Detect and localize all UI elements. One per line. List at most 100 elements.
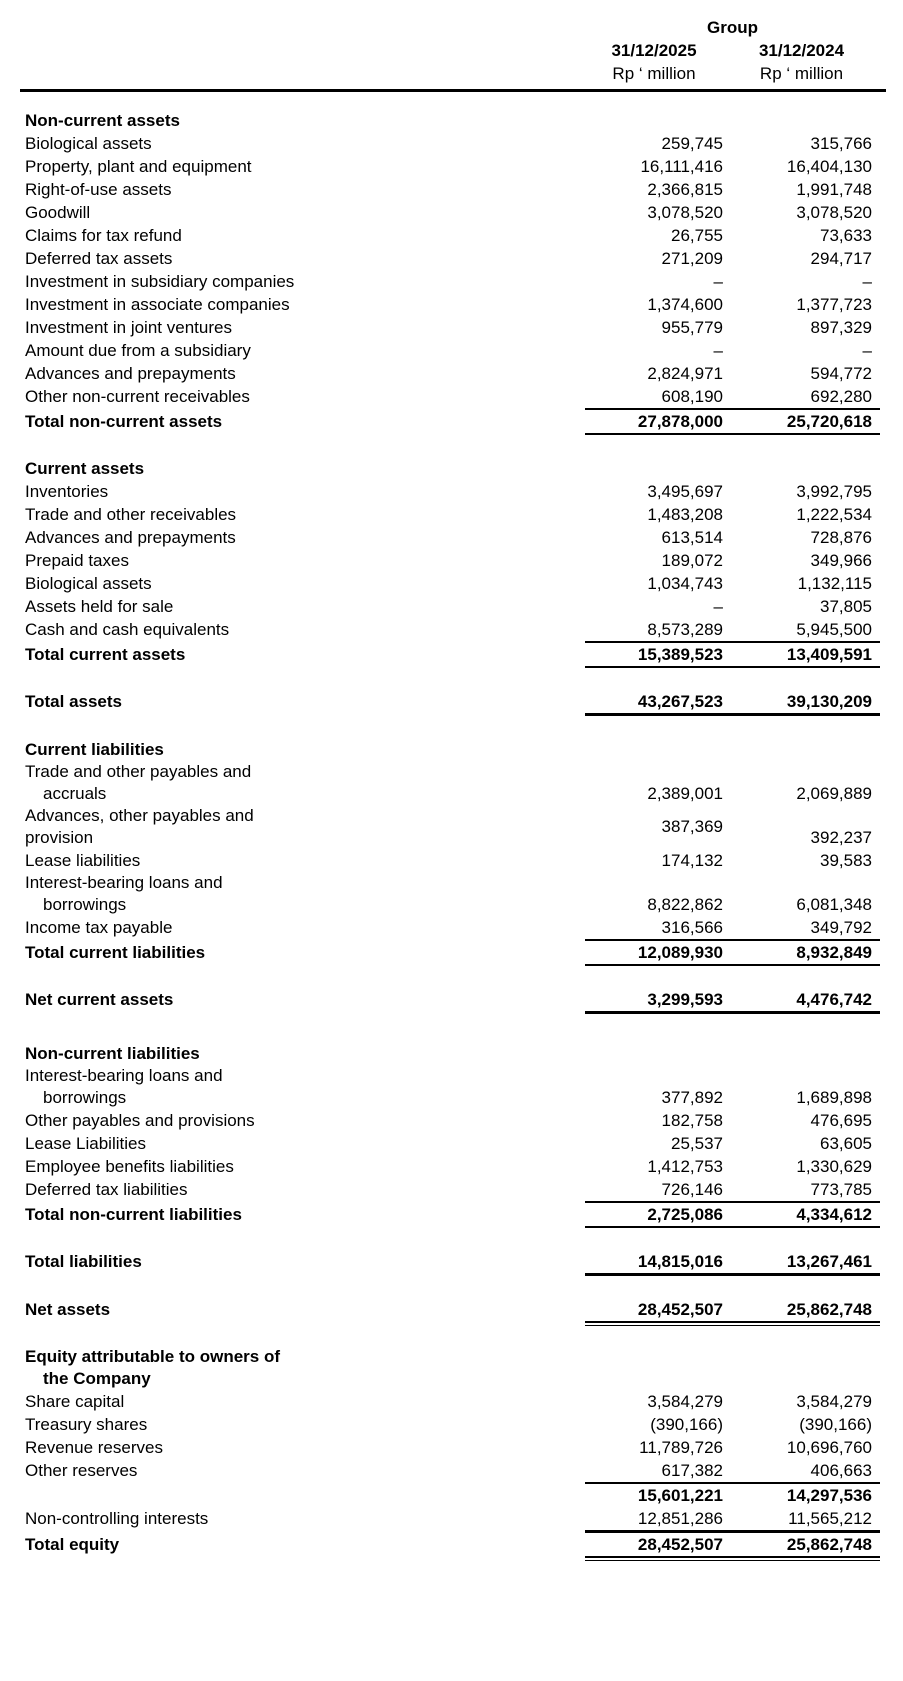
value-2025: 15,389,523 <box>637 645 723 664</box>
total-row: Total equity 28,452,507 25,862,748 <box>25 1535 872 1554</box>
value-2025: 11,789,726 <box>639 1438 723 1457</box>
table-row: Deferred tax assets 271,209 294,717 <box>25 249 872 268</box>
values-rule-thin <box>585 433 880 435</box>
total-row: Net assets 28,452,507 25,862,748 <box>25 1300 872 1319</box>
table-row: Non-controlling interests 12,851,286 11,56… <box>25 1509 872 1528</box>
value-2025: 617,382 <box>661 1461 723 1480</box>
table-row: Other reserves 617,382 406,663 <box>25 1461 872 1480</box>
section-gap <box>0 92 903 109</box>
value-2025: 1,034,743 <box>647 574 723 593</box>
value-2024: 5,945,500 <box>796 620 872 639</box>
date-column-headers: 31/12/2025 31/12/2024 <box>585 39 880 62</box>
table-row: Revenue reserves 11,789,726 10,696,760 <box>25 1438 872 1457</box>
table-row: Lease Liabilities 25,537 63,605 <box>25 1134 872 1153</box>
table-row: Share capital 3,584,279 3,584,279 <box>25 1392 872 1411</box>
section-heading: Current assets <box>25 459 145 478</box>
table-row: Investment in subsidiary companies – – <box>25 272 872 291</box>
table-row: Goodwill 3,078,520 3,078,520 <box>25 203 872 222</box>
table-row: Trade and other receivables 1,483,208 1,22… <box>25 505 872 524</box>
value-2025: 2,824,971 <box>647 364 723 383</box>
value-2025: 3,078,520 <box>647 203 723 222</box>
value-2024: 37,805 <box>820 597 872 616</box>
value-2024: (390,166) <box>799 1415 872 1434</box>
table-row: Income tax payable 316,566 349,792 <box>25 918 872 937</box>
table-row: Employee benefits liabilities 1,412,753 1,… <box>25 1157 872 1176</box>
header-rule <box>20 89 886 92</box>
value-2025: 3,299,593 <box>647 990 723 1009</box>
table-row: Interest-bearing loans and borrowings 377,… <box>25 1066 872 1107</box>
value-2025: 955,779 <box>661 318 723 337</box>
value-2025: (390,166) <box>650 1415 723 1434</box>
value-2024: 3,078,520 <box>796 203 872 222</box>
value-2025: 28,452,507 <box>637 1535 723 1554</box>
section-gap <box>0 1276 903 1298</box>
value-2024: 594,772 <box>810 364 872 383</box>
value-2024: 4,334,612 <box>796 1205 872 1224</box>
value-2024: 3,584,279 <box>796 1392 872 1411</box>
values-rule-thick <box>585 1011 880 1014</box>
table-row: Investment in joint ventures 955,779 897,3… <box>25 318 872 337</box>
value-2024: 1,330,629 <box>796 1157 872 1176</box>
values-rule-thin <box>585 1226 880 1228</box>
value-2024: – <box>862 272 872 291</box>
value-2025: 28,452,507 <box>637 1300 723 1319</box>
total-row: Total non-current assets 27,878,000 25,720… <box>25 412 872 431</box>
value-2025: 608,190 <box>661 387 723 406</box>
value-2024: 25,862,748 <box>786 1300 872 1319</box>
value-2025: 189,072 <box>661 551 723 570</box>
value-2024: 294,717 <box>810 249 872 268</box>
value-2025: 726,146 <box>661 1180 723 1199</box>
table-row: Prepaid taxes 189,072 349,966 <box>25 551 872 570</box>
table-row: Claims for tax refund 26,755 73,633 <box>25 226 872 245</box>
value-2024: 63,605 <box>820 1134 872 1153</box>
section-heading: Non-current assets <box>25 111 180 130</box>
table-row: Property, plant and equipment 16,111,416 1… <box>25 157 872 176</box>
values-rule-thin <box>585 1201 880 1203</box>
unit-label-2025: Rp ‘ million <box>612 64 696 83</box>
values-rule-thick <box>585 1530 880 1533</box>
value-2024: 773,785 <box>810 1180 872 1199</box>
value-2025: 259,745 <box>661 134 723 153</box>
value-2025: 12,089,930 <box>637 943 723 962</box>
value-2025: – <box>713 341 723 360</box>
value-2025: 8,822,862 <box>647 895 723 914</box>
value-2024: 392,237 <box>810 828 872 847</box>
value-2025: 3,495,697 <box>647 482 723 501</box>
value-2025: 26,755 <box>671 226 723 245</box>
value-2024: 1,222,534 <box>796 505 872 524</box>
value-2024: 897,329 <box>810 318 872 337</box>
unit-column-headers: Rp ‘ million Rp ‘ million <box>585 62 880 85</box>
value-2025: – <box>713 597 723 616</box>
value-2024: 4,476,742 <box>796 990 872 1009</box>
value-2024: 6,081,348 <box>796 895 872 914</box>
value-2025: 16,111,416 <box>640 157 723 176</box>
value-2024: 1,377,723 <box>796 295 872 314</box>
value-2024: 349,966 <box>810 551 872 570</box>
values-rule-thick <box>585 1273 880 1276</box>
table-row: Biological assets 1,034,743 1,132,115 <box>25 574 872 593</box>
value-2024: 3,992,795 <box>796 482 872 501</box>
table-row: Assets held for sale –37,805 <box>25 597 872 616</box>
total-row: 15,601,221 14,297,536 <box>0 1484 903 1507</box>
table-row: Advances and prepayments 2,824,971 594,772 <box>25 364 872 383</box>
value-2024: 13,409,591 <box>786 645 872 664</box>
value-2025: 377,892 <box>661 1088 723 1107</box>
value-2025: 613,514 <box>661 528 723 547</box>
section-heading: Equity attributable to owners of the Comp… <box>25 1347 281 1388</box>
value-2025: – <box>713 272 723 291</box>
value-2024: 728,876 <box>810 528 872 547</box>
section-gap <box>0 1326 903 1346</box>
table-row: Advances and prepayments 613,514 728,876 <box>25 528 872 547</box>
table-row: Investment in associate companies 1,374,6… <box>25 295 872 314</box>
column-header-2025: 31/12/2025 <box>611 41 697 60</box>
section-gap <box>0 1228 903 1250</box>
value-2024: 406,663 <box>810 1461 872 1480</box>
value-2024: 476,695 <box>810 1111 872 1130</box>
section-gap <box>0 1014 903 1042</box>
table-row: Amount due from a subsidiary – – <box>25 341 872 360</box>
value-2025: 27,878,000 <box>637 412 723 431</box>
table-row: Interest-bearing loans and borrowings 8,82… <box>25 873 872 914</box>
table-row: Lease liabilities 174,132 39,583 <box>25 851 872 870</box>
value-2025: 2,366,815 <box>647 180 723 199</box>
